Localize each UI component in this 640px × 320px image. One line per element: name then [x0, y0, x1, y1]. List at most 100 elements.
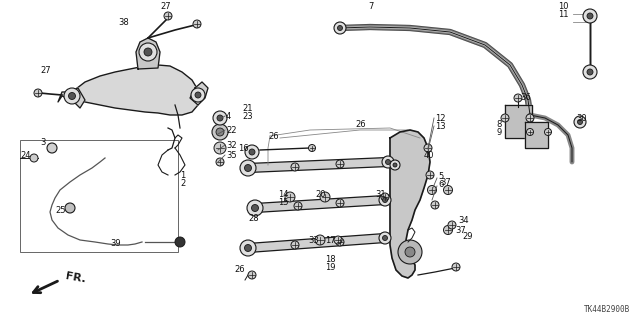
Circle shape — [175, 237, 185, 247]
Circle shape — [424, 144, 432, 152]
Circle shape — [291, 163, 299, 171]
Circle shape — [452, 263, 460, 271]
Circle shape — [244, 164, 252, 172]
Text: 21: 21 — [242, 103, 253, 113]
Circle shape — [65, 203, 75, 213]
Text: 26: 26 — [268, 132, 278, 140]
Circle shape — [212, 124, 228, 140]
Circle shape — [381, 193, 389, 201]
Circle shape — [240, 240, 256, 256]
Circle shape — [587, 69, 593, 75]
Circle shape — [34, 89, 42, 97]
Circle shape — [68, 92, 76, 100]
Circle shape — [583, 65, 597, 79]
Text: 7: 7 — [368, 2, 373, 11]
Text: 15: 15 — [278, 197, 289, 206]
Text: 37: 37 — [440, 178, 451, 187]
Circle shape — [444, 226, 452, 235]
Polygon shape — [136, 38, 160, 69]
Circle shape — [164, 12, 172, 20]
Text: 26: 26 — [234, 266, 244, 275]
Circle shape — [308, 145, 316, 151]
Circle shape — [431, 201, 439, 209]
Text: 31: 31 — [375, 189, 386, 198]
Circle shape — [217, 115, 223, 121]
Circle shape — [216, 158, 224, 166]
Text: 35: 35 — [226, 150, 237, 159]
Circle shape — [545, 129, 552, 135]
Text: 5: 5 — [438, 172, 444, 180]
Text: 3: 3 — [40, 138, 45, 147]
Polygon shape — [248, 157, 388, 172]
Circle shape — [291, 241, 299, 249]
Circle shape — [214, 142, 226, 154]
Circle shape — [336, 238, 344, 246]
Circle shape — [379, 232, 391, 244]
Circle shape — [320, 192, 330, 202]
Circle shape — [213, 111, 227, 125]
Circle shape — [30, 154, 38, 162]
Circle shape — [294, 202, 302, 210]
Circle shape — [193, 20, 201, 28]
Text: 10: 10 — [558, 2, 568, 11]
Text: 24: 24 — [20, 150, 31, 159]
Text: 1: 1 — [180, 171, 185, 180]
Circle shape — [240, 160, 256, 176]
Circle shape — [390, 160, 400, 170]
Circle shape — [574, 116, 586, 128]
Circle shape — [285, 192, 295, 202]
Circle shape — [337, 26, 342, 30]
Text: 19: 19 — [325, 263, 335, 273]
Text: 36: 36 — [520, 92, 531, 101]
Polygon shape — [58, 88, 85, 108]
Text: 40: 40 — [424, 150, 435, 159]
Circle shape — [444, 186, 452, 195]
Circle shape — [526, 114, 534, 122]
Text: 27: 27 — [160, 2, 171, 11]
Text: 28: 28 — [248, 213, 259, 222]
Text: 23: 23 — [242, 111, 253, 121]
Circle shape — [336, 160, 344, 168]
Circle shape — [577, 119, 582, 124]
Circle shape — [385, 159, 390, 164]
Circle shape — [252, 204, 259, 212]
Text: 2: 2 — [180, 179, 185, 188]
Circle shape — [139, 43, 157, 61]
Circle shape — [379, 194, 391, 206]
Text: 39: 39 — [110, 238, 120, 247]
Circle shape — [244, 244, 252, 252]
Text: 34: 34 — [458, 215, 468, 225]
Text: 14: 14 — [278, 189, 289, 198]
Circle shape — [144, 48, 152, 56]
Circle shape — [448, 221, 456, 229]
Circle shape — [426, 171, 434, 179]
Text: 13: 13 — [435, 122, 445, 131]
Text: 16: 16 — [238, 143, 248, 153]
Text: 9: 9 — [496, 127, 501, 137]
Text: 25: 25 — [55, 205, 65, 214]
Polygon shape — [190, 82, 208, 105]
Circle shape — [514, 94, 522, 102]
Text: 27: 27 — [40, 66, 51, 75]
Text: 29: 29 — [462, 231, 472, 241]
Circle shape — [195, 92, 201, 98]
Polygon shape — [72, 65, 198, 115]
Circle shape — [398, 240, 422, 264]
Polygon shape — [255, 196, 385, 212]
Text: 38: 38 — [118, 18, 129, 27]
Polygon shape — [505, 105, 532, 138]
Text: 4: 4 — [226, 111, 231, 121]
Circle shape — [334, 236, 342, 244]
Circle shape — [247, 200, 263, 216]
Text: 11: 11 — [558, 10, 568, 19]
Text: 33: 33 — [308, 236, 319, 244]
Circle shape — [334, 22, 346, 34]
Text: 37: 37 — [455, 226, 466, 235]
Text: 12: 12 — [435, 114, 445, 123]
Circle shape — [191, 88, 205, 102]
Text: 18: 18 — [325, 255, 335, 265]
Polygon shape — [390, 130, 430, 278]
Text: 6: 6 — [438, 180, 444, 188]
Text: 20: 20 — [315, 189, 326, 198]
Text: 26: 26 — [355, 119, 365, 129]
